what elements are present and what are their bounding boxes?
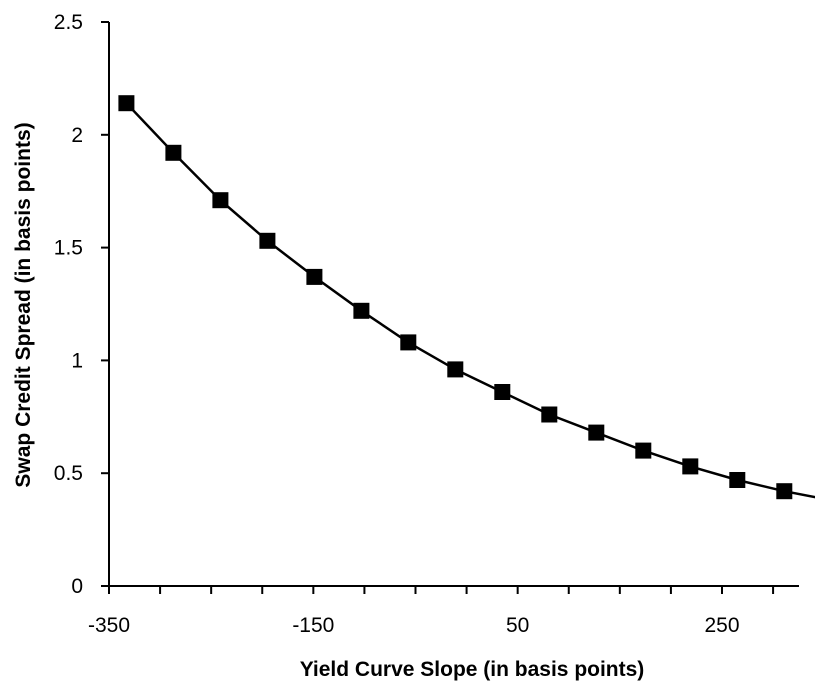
data-point-marker [494,384,511,400]
x-tick-label: -150 [292,614,334,637]
data-point-marker [259,232,276,249]
data-point-marker [635,442,652,459]
y-tick-label: 0.5 [54,462,83,485]
data-point-marker [212,192,229,209]
data-point-marker [400,334,417,351]
data-point-marker [588,424,605,441]
x-axis-title: Yield Curve Slope (in basis points) [300,658,645,681]
data-point-marker [776,483,793,500]
data-point-marker [682,458,699,475]
series [118,95,815,500]
data-point-marker [353,302,370,319]
x-tick-label: 50 [506,614,529,637]
data-point-marker [447,361,464,378]
data-point-marker [306,268,323,285]
data-point-marker [165,144,182,161]
data-point-marker [729,472,746,488]
x-tick-label: -350 [88,614,130,637]
y-tick-label: 1 [71,349,83,372]
data-point-marker [118,95,135,112]
y-tick-label: 2.5 [54,11,83,34]
y-axis-ticks: 0 0.5 1 1.5 2 2.5 [54,11,109,598]
series-line [125,102,815,499]
x-tick-label: 250 [704,614,739,637]
y-tick-label: 0 [71,575,83,598]
axes [108,22,799,587]
x-axis-ticks: -350 -150 50 250 [88,586,775,637]
y-tick-label: 2 [71,124,83,147]
y-tick-label: 1.5 [54,237,83,260]
y-axis-title: Swap Credit Spread (in basis points) [12,122,35,487]
data-point-marker [541,406,558,423]
